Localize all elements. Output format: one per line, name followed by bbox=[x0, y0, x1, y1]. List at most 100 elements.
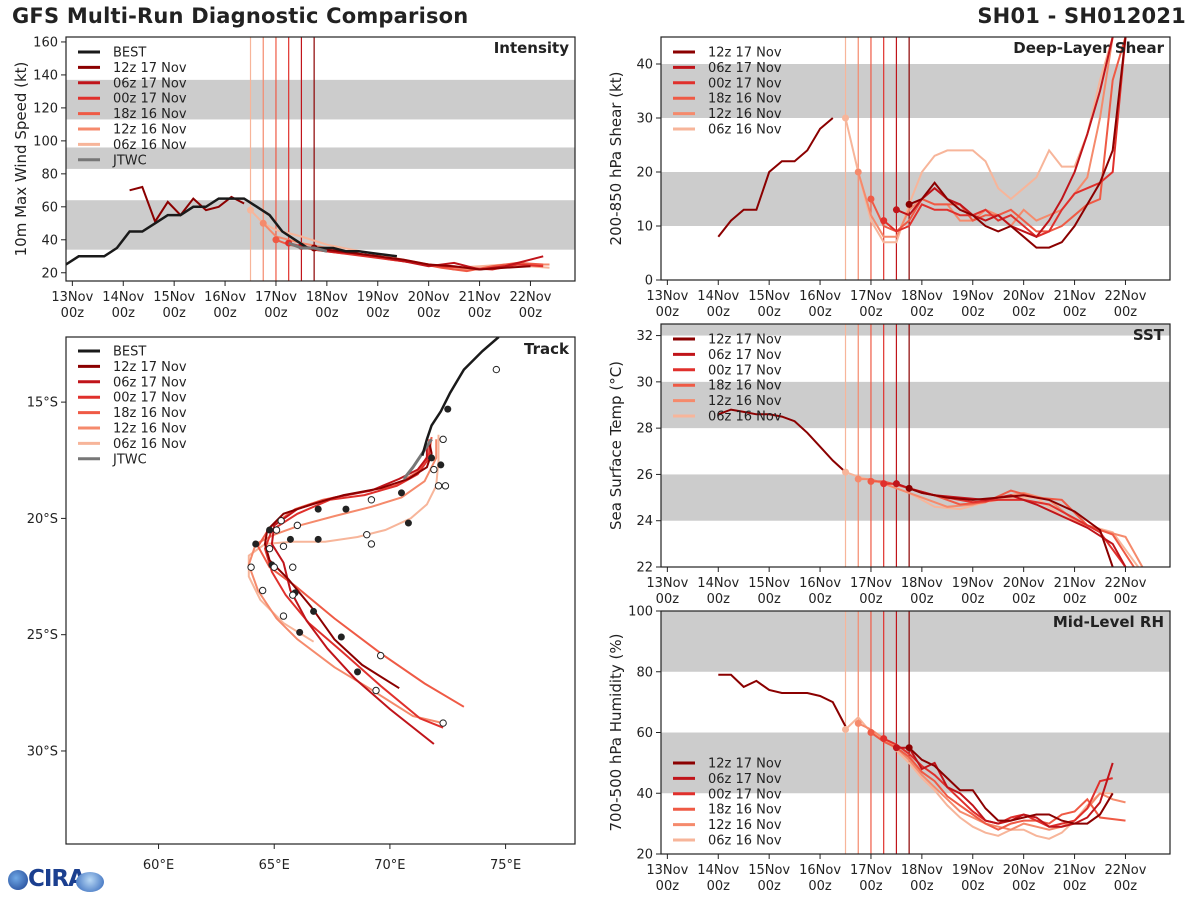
sst-shaded-band bbox=[661, 324, 1170, 336]
sst-y-tick-label: 26 bbox=[636, 468, 653, 483]
rh-panel-title: Mid-Level RH bbox=[1053, 613, 1164, 631]
figure-title: GFS Multi-Run Diagnostic Comparison bbox=[12, 4, 469, 28]
track-position-marker bbox=[266, 526, 274, 534]
rh-x-tick-label: 19Nov 00z bbox=[952, 863, 994, 894]
sst-run-init-point bbox=[867, 477, 875, 485]
shear-axes-frame bbox=[660, 36, 1171, 281]
intensity-early-run-line bbox=[129, 185, 245, 224]
rh-x-tick-label: 16Nov 00z bbox=[799, 863, 841, 894]
rh-run-line bbox=[870, 731, 1126, 831]
shear-run-init-point bbox=[842, 114, 850, 122]
intensity-x-tick-label: 20Nov 00z bbox=[408, 290, 450, 321]
rh-legend-label: 12z 16 Nov bbox=[708, 818, 782, 833]
track-position-marker bbox=[397, 489, 405, 497]
track-position-marker bbox=[372, 686, 380, 695]
track-legend-label: 12z 17 Nov bbox=[113, 360, 187, 375]
track-position-marker bbox=[430, 465, 438, 474]
rh-x-tick-label: 21Nov 00z bbox=[1054, 863, 1096, 894]
intensity-panel: 20 40 60 80 100 120 140 160 13Nov 00z 14Nov 00z 15No… bbox=[12, 35, 576, 321]
intensity-legend-label: 12z 16 Nov bbox=[113, 123, 187, 138]
track-legend-label: 12z 16 Nov bbox=[113, 422, 187, 437]
intensity-y-tick-label: 160 bbox=[33, 35, 58, 50]
rh-panel: 20 40 60 80 100 13Nov 00z 14Nov 00z 15Nov 00z 16Nov… bbox=[607, 605, 1171, 894]
shear-x-tick-label: 16Nov 00z bbox=[799, 289, 841, 320]
shear-x-tick-label: 21Nov 00z bbox=[1054, 289, 1096, 320]
track-position-marker bbox=[428, 454, 436, 462]
track-position-marker bbox=[367, 540, 376, 548]
rh-plot-area bbox=[661, 611, 1170, 854]
rh-x-tick-label: 18Nov 00z bbox=[901, 863, 943, 894]
sst-x-tick-label: 13Nov 00z bbox=[646, 576, 688, 607]
rh-x-tick-label: 20Nov 00z bbox=[1003, 863, 1045, 894]
shear-x-tick-label: 19Nov 00z bbox=[952, 289, 994, 320]
shear-run-init-point bbox=[905, 200, 913, 208]
track-position-marker bbox=[265, 544, 274, 553]
shear-y-tick-label: 10 bbox=[636, 220, 653, 235]
intensity-best-line bbox=[66, 197, 398, 266]
shear-legend-label: 12z 17 Nov bbox=[708, 46, 782, 61]
track-legend-label: JTWC bbox=[112, 452, 147, 467]
intensity-x-tick-label: 15Nov 00z bbox=[153, 290, 195, 321]
track-position-marker bbox=[439, 435, 447, 444]
shear-run-init-point bbox=[867, 195, 875, 203]
rh-x-tick-label: 13Nov 00z bbox=[646, 863, 688, 894]
rh-y-tick-label: 40 bbox=[636, 787, 653, 802]
intensity-legend-label: 00z 17 Nov bbox=[113, 92, 187, 107]
intensity-legend-label: 06z 16 Nov bbox=[113, 138, 187, 153]
sst-shaded-band bbox=[661, 381, 1170, 429]
shear-y-tick-label: 20 bbox=[636, 166, 653, 181]
shear-x-tick-label: 13Nov 00z bbox=[646, 289, 688, 320]
intensity-x-tick-label: 17Nov 00z bbox=[255, 290, 297, 321]
rh-legend-label: 12z 17 Nov bbox=[708, 757, 782, 772]
rh-legend-label: 06z 17 Nov bbox=[708, 772, 782, 787]
shear-shaded-band bbox=[661, 172, 1170, 226]
track-position-marker bbox=[279, 542, 288, 551]
storm-id-title: SH01 - SH012021 bbox=[977, 4, 1186, 28]
sst-legend-label: 06z 17 Nov bbox=[708, 348, 782, 363]
shear-panel: 0 10 20 30 40 13Nov 00z 14Nov 00z 15Nov 00z 16Nov 00… bbox=[607, 36, 1171, 320]
sst-y-tick-label: 28 bbox=[636, 422, 653, 437]
track-position-marker bbox=[296, 628, 304, 636]
track-x-tick-label: 75°E bbox=[490, 858, 521, 873]
sst-x-tick-label: 21Nov 00z bbox=[1054, 576, 1096, 607]
shear-panel-title: Deep-Layer Shear bbox=[1013, 39, 1164, 57]
sst-x-tick-label: 20Nov 00z bbox=[1003, 576, 1045, 607]
shear-run-init-point bbox=[854, 168, 862, 176]
sst-y-tick-label: 24 bbox=[636, 514, 653, 529]
sst-legend-label: 06z 16 Nov bbox=[708, 410, 782, 425]
rh-run-init-point bbox=[867, 729, 875, 736]
track-position-marker bbox=[252, 540, 260, 548]
track-position-marker bbox=[247, 563, 255, 571]
rh-x-tick-label: 22Nov 00z bbox=[1105, 863, 1147, 894]
sst-y-tick-label: 32 bbox=[636, 329, 653, 344]
intensity-shaded-band bbox=[66, 79, 575, 120]
rh-x-tick-label: 17Nov 00z bbox=[850, 863, 892, 894]
rh-y-tick-label: 100 bbox=[628, 605, 653, 620]
track-position-marker bbox=[293, 521, 302, 530]
shear-legend-label: 12z 16 Nov bbox=[708, 107, 782, 122]
sst-legend-label: 18z 16 Nov bbox=[708, 379, 782, 394]
track-position-marker bbox=[441, 482, 450, 490]
track-position-marker bbox=[272, 526, 281, 534]
rh-legend-label: 06z 16 Nov bbox=[708, 834, 782, 849]
track-legend-label: 00z 17 Nov bbox=[113, 391, 187, 406]
track-panel: 60°E 65°E 70°E 75°E 15°S 20°S 25°S 30°S Track BES… bbox=[27, 336, 576, 873]
track-position-marker bbox=[270, 563, 278, 571]
shear-x-tick-label: 17Nov 00z bbox=[850, 289, 892, 320]
sst-panel-title: SST bbox=[1133, 326, 1165, 344]
shear-shaded-band bbox=[661, 64, 1170, 118]
track-position-marker bbox=[277, 517, 285, 525]
track-y-tick-label: 15°S bbox=[27, 396, 58, 411]
intensity-legend-label: 18z 16 Nov bbox=[113, 107, 187, 122]
rh-run-line bbox=[908, 746, 1114, 825]
sst-run-init-point bbox=[892, 480, 900, 488]
sst-early-run-line bbox=[717, 408, 847, 473]
sst-legend-label: 00z 17 Nov bbox=[708, 363, 782, 378]
intensity-x-tick-label: 22Nov 00z bbox=[510, 290, 552, 321]
intensity-axes-frame bbox=[65, 36, 576, 282]
track-run-line bbox=[256, 436, 465, 708]
track-position-marker bbox=[279, 612, 288, 620]
intensity-y-tick-label: 60 bbox=[41, 200, 58, 215]
track-position-marker bbox=[492, 365, 501, 374]
intensity-x-tick-label: 14Nov 00z bbox=[102, 290, 144, 321]
